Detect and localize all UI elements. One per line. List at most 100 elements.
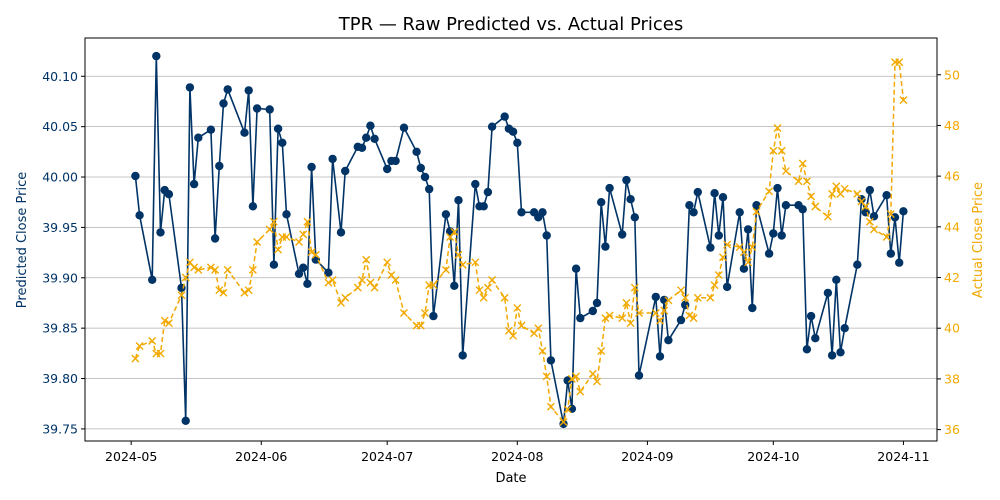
predicted-point — [576, 313, 585, 323]
predicted-point — [865, 185, 874, 195]
predicted-point — [240, 128, 249, 137]
predicted-point — [185, 83, 195, 92]
predicted-point — [781, 201, 791, 210]
actual-point — [148, 336, 157, 345]
predicted-point — [156, 228, 165, 237]
actual-point — [341, 293, 350, 302]
predicted-point — [832, 275, 841, 284]
x-tick-label: 2024-11 — [877, 449, 929, 464]
predicted-point — [664, 336, 673, 345]
actual-point — [739, 248, 748, 257]
predicted-point — [827, 351, 837, 360]
y-axis-label-left: Predicted Close Price — [15, 172, 30, 308]
actual-point — [828, 189, 837, 198]
predicted-point — [811, 334, 820, 343]
predicted-point — [152, 51, 161, 61]
predicted-point — [425, 184, 434, 194]
actual-point — [840, 184, 849, 193]
actual-point — [656, 316, 664, 325]
x-tick-label: 2024-07 — [361, 449, 413, 464]
predicted-point — [299, 263, 308, 272]
predicted-point — [886, 249, 895, 258]
predicted-point — [164, 190, 174, 199]
y-right-tick-label: 40 — [944, 321, 960, 336]
predicted-point — [328, 154, 337, 164]
actual-point — [546, 402, 555, 411]
predicted-point — [471, 179, 480, 189]
predicted-point — [273, 124, 283, 133]
actual-point — [223, 265, 232, 274]
actual-point — [563, 405, 572, 414]
predicted-point — [651, 292, 660, 302]
actual-point — [219, 288, 228, 297]
actual-point — [458, 260, 467, 269]
predicted-point — [513, 138, 522, 147]
y-left-tick-label: 39.85 — [42, 321, 78, 336]
predicted-point — [592, 298, 602, 308]
actual-point — [886, 210, 895, 219]
actual-point — [135, 341, 144, 350]
x-axis-label: Date — [495, 471, 526, 486]
actual-point — [248, 265, 257, 274]
actual-point — [681, 293, 690, 302]
actual-point — [748, 243, 757, 252]
actual-point — [383, 258, 392, 267]
predicted-point — [487, 122, 497, 131]
actual-point — [777, 146, 786, 155]
actual-point — [895, 58, 904, 67]
actual-point — [328, 276, 337, 285]
actual-point — [823, 212, 832, 221]
predicted-point — [689, 208, 698, 217]
actual-point — [194, 265, 203, 274]
actual-point — [362, 255, 371, 264]
actual-point — [718, 253, 727, 262]
predicted-point — [710, 189, 719, 198]
predicted-point — [294, 269, 304, 278]
predicted-point — [840, 324, 849, 333]
predicted-point — [181, 416, 190, 425]
x-tick-label: 2024-08 — [491, 449, 543, 464]
predicted-point — [131, 171, 140, 181]
predicted-point — [899, 207, 908, 216]
actual-point — [517, 321, 526, 330]
predicted-point — [357, 143, 367, 152]
actual-point — [282, 232, 291, 241]
actual-point — [832, 182, 841, 191]
actual-point — [391, 276, 400, 285]
predicted-point — [194, 133, 203, 142]
actual-point — [215, 286, 224, 295]
actual-series-line — [134, 61, 905, 424]
predicted-point — [542, 231, 551, 240]
predicted-point — [416, 163, 425, 173]
y-left-tick-label: 39.95 — [42, 220, 78, 235]
actual-point — [693, 293, 702, 302]
predicted-point — [362, 133, 371, 142]
predicted-point — [605, 183, 614, 193]
y-right-tick-label: 50 — [944, 67, 960, 82]
predicted-point — [622, 175, 631, 185]
actual-point — [538, 347, 547, 356]
predicted-point — [383, 164, 392, 174]
actual-point — [454, 250, 463, 259]
actual-point — [190, 263, 199, 272]
actual-point — [399, 309, 408, 317]
actual-point — [601, 314, 610, 323]
y-left-tick-label: 39.90 — [42, 270, 78, 285]
actual-point — [542, 372, 551, 381]
predicted-point — [206, 125, 216, 134]
predicted-point — [676, 315, 686, 325]
actual-point — [798, 159, 807, 168]
series-layer — [131, 51, 908, 429]
predicted-point — [391, 156, 400, 166]
actual-point — [156, 349, 165, 358]
actual-point — [794, 177, 803, 186]
actual-point — [865, 217, 874, 226]
actual-point — [206, 263, 215, 272]
predicted-point — [882, 191, 891, 200]
predicted-point — [265, 105, 274, 114]
actual-point — [597, 347, 606, 356]
predicted-point — [479, 202, 488, 211]
y-left-tick-label: 40.05 — [42, 119, 78, 134]
predicted-point — [223, 85, 232, 94]
predicted-point — [252, 104, 262, 113]
